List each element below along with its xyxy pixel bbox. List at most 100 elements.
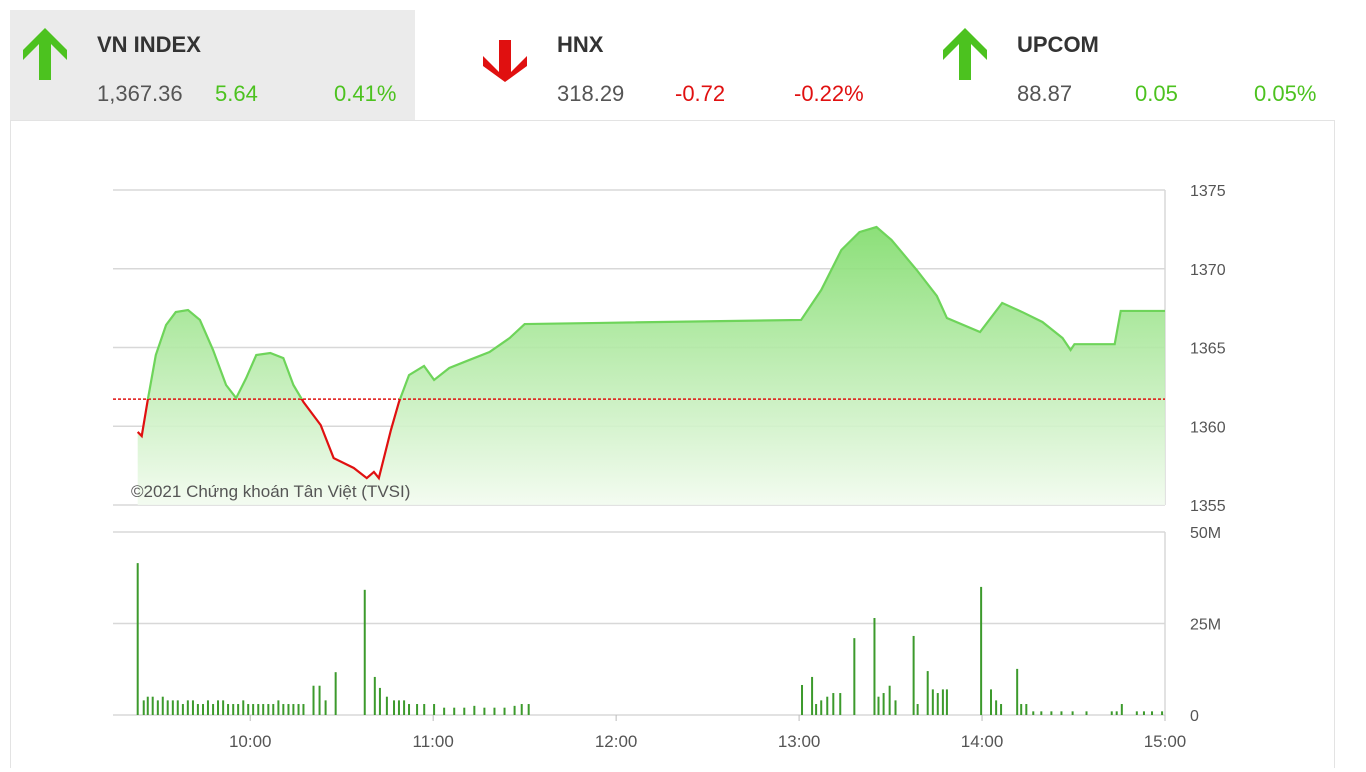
- arrow-up: [23, 28, 67, 80]
- volume-bar: [397, 700, 400, 715]
- volume-bar: [433, 704, 436, 715]
- volume-bar: [1135, 711, 1138, 715]
- volume-bar: [1040, 711, 1043, 715]
- volume-bar: [237, 704, 240, 715]
- volume-bar: [894, 700, 897, 715]
- index-change: 0.05: [1135, 81, 1178, 106]
- index-name: UPCOM: [1017, 32, 1099, 57]
- y-tick-label: 25M: [1190, 617, 1221, 634]
- volume-bar: [363, 589, 366, 715]
- volume-bar: [334, 672, 337, 715]
- volume-bar: [324, 700, 327, 715]
- y-tick-label: 1360: [1190, 419, 1226, 436]
- y-tick-label: 0: [1190, 708, 1199, 725]
- volume-bar: [232, 704, 235, 715]
- volume-bar: [1085, 711, 1088, 715]
- volume-bar: [1032, 711, 1035, 715]
- volume-bar: [503, 707, 506, 715]
- volume-bar: [267, 704, 270, 715]
- volume-bar: [191, 700, 194, 715]
- volume-bar: [1050, 711, 1053, 715]
- active-tab[interactable]: [10, 10, 415, 120]
- volume-bar: [493, 707, 496, 715]
- index-value: 88.87: [1017, 81, 1072, 106]
- arrow-up: [943, 28, 987, 80]
- watermark: ©2021 Chứng khoán Tân Việt (TVSI): [131, 482, 410, 501]
- volume-bar: [443, 707, 446, 715]
- volume-bar: [318, 685, 321, 715]
- volume-bar: [1071, 711, 1074, 715]
- volume-bar: [206, 700, 209, 715]
- volume-bar: [1016, 668, 1019, 715]
- x-tick-label: 11:00: [413, 732, 454, 751]
- volume-bar: [1000, 704, 1003, 715]
- volume-bar: [912, 635, 915, 715]
- volume-bar: [832, 693, 835, 715]
- volume-bar: [853, 638, 856, 715]
- volume-bar: [171, 700, 174, 715]
- index-name: VN INDEX: [97, 32, 201, 57]
- index-percent: 0.41%: [334, 81, 396, 106]
- volume-bar: [931, 689, 934, 715]
- volume-bar: [378, 687, 381, 715]
- x-tick-label: 15:00: [1144, 732, 1187, 751]
- volume-bar: [936, 693, 939, 715]
- index-value: 318.29: [557, 81, 624, 106]
- volume-bar: [826, 696, 829, 715]
- volume-bar: [990, 689, 993, 715]
- volume-bar: [282, 704, 285, 715]
- volume-bar: [995, 700, 998, 715]
- volume-bar: [136, 563, 139, 715]
- y-tick-label: 1355: [1190, 498, 1226, 515]
- volume-bar: [520, 704, 523, 715]
- volume-bar: [292, 704, 295, 715]
- price-area: [137, 227, 1166, 505]
- index-change: 5.64: [215, 81, 258, 106]
- volume-bar: [146, 696, 149, 715]
- volume-bar: [839, 693, 842, 715]
- volume-bar: [297, 704, 300, 715]
- volume-bar: [1060, 711, 1063, 715]
- volume-bar: [142, 700, 145, 715]
- volume-bar: [312, 685, 315, 715]
- volume-bar: [423, 704, 426, 715]
- arrow-down: [483, 40, 527, 82]
- volume-bar: [877, 696, 880, 715]
- volume-bar: [385, 696, 388, 715]
- volume-bar: [247, 704, 250, 715]
- price-line: [136, 225, 1165, 481]
- volume-bar: [815, 704, 818, 715]
- volume-bar: [980, 586, 983, 715]
- volume-bar: [820, 700, 823, 715]
- volume-bar: [873, 618, 876, 715]
- volume-bar: [463, 707, 466, 715]
- volume-bar: [181, 704, 184, 715]
- volume-bar: [156, 700, 159, 715]
- volume-bar: [941, 689, 944, 715]
- volume-bar: [882, 693, 885, 715]
- volume-bar: [1025, 704, 1028, 715]
- volume-bar: [277, 700, 280, 715]
- x-tick-label: 14:00: [961, 732, 1004, 751]
- volume-bar: [287, 704, 290, 715]
- x-tick-label: 12:00: [595, 732, 638, 751]
- volume-bar: [473, 705, 476, 715]
- index-value: 1,367.36: [97, 81, 183, 106]
- volume-bar: [888, 685, 891, 715]
- volume-bar: [272, 704, 275, 715]
- panel: [10, 120, 1335, 772]
- volume-bar: [222, 700, 225, 715]
- x-tick-label: 10:00: [229, 732, 272, 751]
- volume-bar: [1020, 704, 1023, 715]
- volume-bar: [166, 700, 169, 715]
- volume-bar: [202, 704, 205, 715]
- volume-bar: [186, 700, 189, 715]
- index-percent: -0.22%: [794, 81, 864, 106]
- x-tick-label: 13:00: [778, 732, 821, 751]
- volume-bar: [257, 704, 260, 715]
- volume-bar: [302, 704, 305, 715]
- y-tick-label: 1370: [1190, 262, 1226, 279]
- volume-bar: [453, 707, 456, 715]
- y-tick-label: 1365: [1190, 341, 1226, 358]
